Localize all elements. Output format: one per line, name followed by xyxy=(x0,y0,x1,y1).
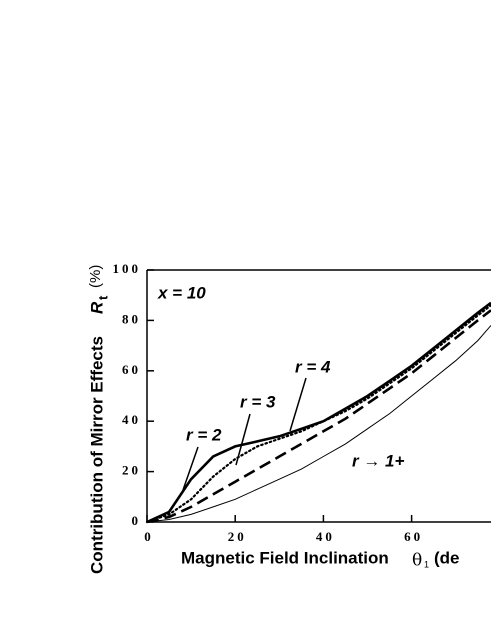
x-tick-label: 60 xyxy=(404,529,423,544)
x-label-symbol: θ xyxy=(412,551,422,571)
annotation: x = 10 xyxy=(157,283,206,302)
y-tick-label: 40 xyxy=(122,412,141,427)
y-tick-label: 60 xyxy=(122,362,141,377)
y-tick-label: 80 xyxy=(122,311,141,326)
y-label-symbol: R xyxy=(87,301,106,314)
annotation: r → 1+ xyxy=(352,451,405,470)
x-label-subscript: 1 xyxy=(424,559,429,569)
series-line xyxy=(146,325,491,523)
y-tick-label: 20 xyxy=(122,463,141,478)
pointer xyxy=(289,377,307,432)
pointer xyxy=(182,446,199,491)
y-label-unit: (%) xyxy=(87,265,104,288)
x-tick-label: 0 xyxy=(144,529,154,544)
y-label-subscript: t xyxy=(95,295,110,300)
x-tick-label: 40 xyxy=(316,529,335,544)
annotation: r = 4 xyxy=(295,357,331,376)
x-tick-label: 20 xyxy=(228,529,247,544)
x-label-unit: (de xyxy=(434,548,460,567)
x-axis-label: Magnetic Field Inclination θ 1 (de xyxy=(181,548,460,570)
annotation: r = 3 xyxy=(240,392,276,411)
series-line xyxy=(146,301,491,524)
y-axis-label: Contribution of Mirror Effects R t (%) xyxy=(87,265,110,574)
series-line xyxy=(145,304,491,524)
y-label-text: Contribution of Mirror Effects xyxy=(87,336,106,574)
annotation: r = 2 xyxy=(186,425,222,444)
x-label-text: Magnetic Field Inclination xyxy=(181,548,389,567)
series-line xyxy=(146,309,491,524)
y-tick-label: 100 xyxy=(113,261,142,276)
y-tick-label: 0 xyxy=(132,513,142,528)
